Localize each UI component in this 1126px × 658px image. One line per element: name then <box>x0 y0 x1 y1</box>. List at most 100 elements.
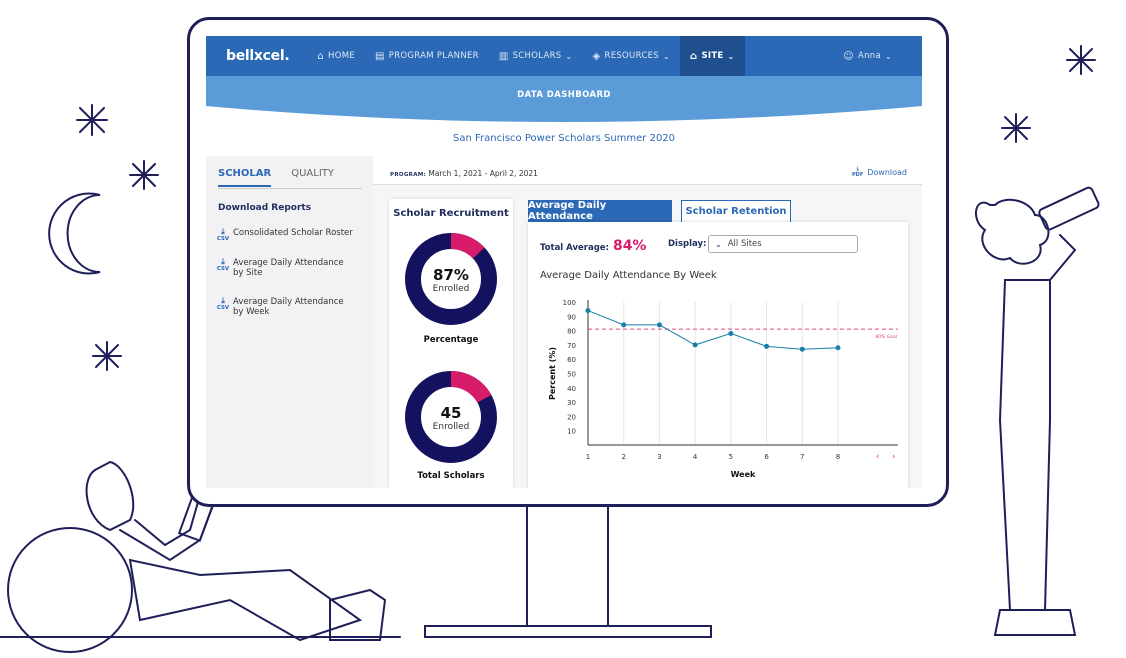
x-tick-label: 7 <box>800 453 804 461</box>
dashboard-banner <box>206 76 922 124</box>
nav-site[interactable]: ⌂ SITE ⌄ <box>679 36 745 76</box>
download-label: Download <box>867 167 907 177</box>
chevron-down-icon: ⌄ <box>565 51 573 61</box>
star-icon <box>92 341 122 371</box>
scholar-recruitment-card: Scholar Recruitment 87% Enrolled Percent… <box>389 199 513 488</box>
building-icon: ⌂ <box>689 50 698 62</box>
download-pdf-button[interactable]: ⤓ PDF Download <box>852 166 907 178</box>
csv-label: CSV <box>216 266 230 272</box>
report-link-attendance-week[interactable]: ⤓ CSV Average Daily Attendance by Week <box>216 296 344 318</box>
data-point <box>621 322 627 328</box>
data-point <box>764 343 770 349</box>
tab-average-daily-attendance[interactable]: Average Daily Attendance <box>528 200 672 222</box>
report-label-sub: by Week <box>233 307 270 317</box>
x-axis-label: Week <box>731 470 756 479</box>
total-scholars-donut <box>405 371 497 463</box>
data-point <box>585 308 591 314</box>
report-label: Consolidated Scholar Roster <box>233 228 353 238</box>
nav-resources[interactable]: ◈ RESOURCES ⌄ <box>582 36 679 76</box>
tab-scholar-retention[interactable]: Scholar Retention <box>681 200 791 222</box>
y-tick-label: 20 <box>567 413 576 421</box>
csv-label: CSV <box>216 305 230 311</box>
recruitment-title: Scholar Recruitment <box>393 208 509 219</box>
report-link-roster[interactable]: ⤓ CSV Consolidated Scholar Roster <box>216 227 353 243</box>
total-scholars-caption: Total Scholars <box>417 471 485 481</box>
data-point <box>692 342 698 348</box>
total-scholars-sub: Enrolled <box>432 422 470 432</box>
program-date-range: March 1, 2021 - April 2, 2021 <box>428 169 538 178</box>
pdf-label: PDF <box>852 172 864 178</box>
program-dates: PROGRAM: March 1, 2021 - April 2, 2021 <box>390 169 538 178</box>
csv-label: CSV <box>216 236 230 242</box>
total-scholars-value: 45 <box>440 404 462 422</box>
star-icon <box>1066 45 1096 75</box>
goal-label: 80% Goal <box>875 334 897 340</box>
report-link-attendance-site[interactable]: ⤓ CSV Average Daily Attendance by Site <box>216 258 344 279</box>
x-tick-label: 6 <box>764 453 769 461</box>
download-reports-heading: Download Reports <box>218 203 312 213</box>
y-tick-label: 30 <box>567 399 576 407</box>
display-label: Display: <box>668 239 707 249</box>
nav-scholars[interactable]: ▥ SCHOLARS ⌄ <box>489 36 583 76</box>
banner-wave <box>206 106 922 124</box>
tab-scholar[interactable]: SCHOLAR <box>218 168 272 187</box>
y-tick-label: 70 <box>567 342 576 350</box>
x-tick-label: 1 <box>586 453 590 461</box>
nav-site-label: SITE <box>701 51 724 61</box>
y-tick-label: 60 <box>567 356 576 364</box>
nav-home-label: HOME <box>328 51 356 61</box>
user-menu[interactable]: ☺ Anna ⌄ <box>833 36 902 76</box>
x-tick-label: 2 <box>621 453 625 461</box>
report-label: Average Daily Attendance <box>233 297 344 307</box>
header-divider <box>373 184 922 185</box>
chevron-left-icon[interactable]: ‹ <box>876 452 880 462</box>
y-tick-label: 40 <box>567 385 576 393</box>
star-icon <box>129 160 159 190</box>
sidebar-tabs: SCHOLAR QUALITY <box>218 168 354 187</box>
nav-program-planner[interactable]: ▤ PROGRAM PLANNER <box>365 36 489 76</box>
series-line <box>587 310 839 350</box>
report-label: Average Daily Attendance <box>233 258 344 268</box>
banner-title: DATA DASHBOARD <box>517 90 611 100</box>
nav-resources-label: RESOURCES <box>604 51 659 61</box>
top-nav: bellxcel. ⌂ HOME ▤ PROGRAM PLANNER ▥ SCHOLA… <box>206 36 922 76</box>
tabs-divider <box>218 188 362 189</box>
total-average-label: Total Average: <box>540 243 609 253</box>
attendance-card: Total Average: 84% Display: ⌄ All Sites … <box>528 222 908 488</box>
site-select-value: All Sites <box>727 239 762 249</box>
moon-icon <box>48 192 101 275</box>
sidebar: SCHOLAR QUALITY Download Reports ⤓ CSV Co… <box>206 156 373 488</box>
tab-quality[interactable]: QUALITY <box>291 168 335 179</box>
user-icon: ☺ <box>843 50 854 62</box>
data-point <box>835 345 841 351</box>
chevron-down-icon: ⌄ <box>727 51 735 61</box>
y-tick-label: 100 <box>563 299 576 307</box>
y-axis-label: Percent (%) <box>548 347 557 400</box>
percentage-value: 87% <box>433 266 469 284</box>
y-tick-label: 50 <box>567 371 576 379</box>
percentage-donut <box>405 233 497 325</box>
nav-scholars-label: SCHOLARS <box>512 51 562 61</box>
y-tick-label: 80 <box>567 328 576 336</box>
csv-download-icon: ⤓ CSV <box>216 227 230 243</box>
data-point <box>728 330 734 336</box>
nav-home[interactable]: ⌂ HOME <box>307 36 365 76</box>
program-title: San Francisco Power Scholars Summer 2020 <box>452 133 676 144</box>
pdf-download-icon: ⤓ PDF <box>852 166 864 178</box>
data-point <box>799 346 805 352</box>
x-tick-label: 8 <box>836 453 840 461</box>
nav-program-planner-label: PROGRAM PLANNER <box>388 51 479 61</box>
chart-title: Average Daily Attendance By Week <box>540 270 717 281</box>
csv-download-icon: ⤓ CSV <box>216 296 230 312</box>
user-name: Anna <box>857 51 881 61</box>
calendar-icon: ▤ <box>375 50 385 62</box>
report-label-sub: by Site <box>233 268 263 278</box>
percentage-sub: Enrolled <box>432 284 470 294</box>
logo[interactable]: bellxcel. <box>226 48 290 64</box>
chevron-down-icon: ⌄ <box>884 51 892 61</box>
chevron-right-icon[interactable]: › <box>892 452 896 462</box>
x-tick-label: 4 <box>693 453 698 461</box>
site-select[interactable]: ⌄ All Sites <box>708 235 858 253</box>
percentage-caption: Percentage <box>423 335 479 345</box>
